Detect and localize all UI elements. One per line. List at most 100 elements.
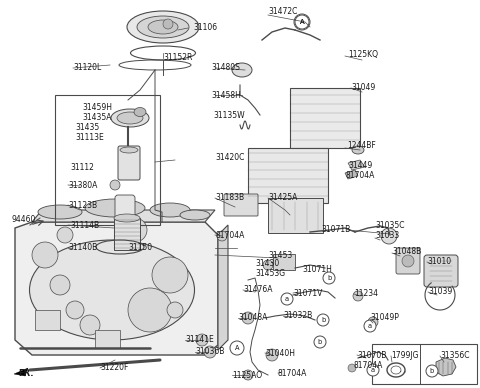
Circle shape xyxy=(230,341,244,355)
Circle shape xyxy=(80,315,100,335)
Text: 94460: 94460 xyxy=(12,215,36,225)
Circle shape xyxy=(128,288,172,332)
Text: 31356C: 31356C xyxy=(440,350,469,360)
Ellipse shape xyxy=(352,146,364,154)
Text: 31039: 31039 xyxy=(428,288,452,296)
Text: 31420C: 31420C xyxy=(215,154,244,163)
Circle shape xyxy=(281,293,293,305)
Ellipse shape xyxy=(137,16,189,38)
Ellipse shape xyxy=(85,199,145,217)
Text: 1125AO: 1125AO xyxy=(232,371,262,379)
Text: 81704A: 81704A xyxy=(354,360,384,369)
Text: 1244BF: 1244BF xyxy=(347,140,376,149)
Polygon shape xyxy=(348,160,365,170)
Text: 31113E: 31113E xyxy=(75,133,104,142)
Text: a: a xyxy=(285,296,289,302)
Bar xyxy=(95,330,120,348)
Circle shape xyxy=(163,19,173,29)
Circle shape xyxy=(314,336,326,348)
Bar xyxy=(55,95,160,225)
Text: 31430: 31430 xyxy=(255,258,279,267)
Text: 31123B: 31123B xyxy=(68,201,97,210)
Circle shape xyxy=(242,312,254,324)
Ellipse shape xyxy=(120,147,138,153)
Circle shape xyxy=(367,364,379,376)
Text: 31070B: 31070B xyxy=(357,350,386,360)
Text: 31380A: 31380A xyxy=(68,180,97,189)
Text: b: b xyxy=(327,275,331,281)
Polygon shape xyxy=(436,358,456,376)
Circle shape xyxy=(123,218,147,242)
Text: b: b xyxy=(321,317,325,323)
Text: A: A xyxy=(300,19,304,25)
FancyBboxPatch shape xyxy=(273,254,295,270)
FancyBboxPatch shape xyxy=(224,194,258,216)
Text: 31458H: 31458H xyxy=(211,90,241,99)
Circle shape xyxy=(295,15,309,29)
Polygon shape xyxy=(345,170,358,179)
Text: FR.: FR. xyxy=(18,369,34,379)
Circle shape xyxy=(57,227,73,243)
Circle shape xyxy=(152,257,188,293)
Text: 31152R: 31152R xyxy=(163,54,192,62)
Text: 31040H: 31040H xyxy=(265,348,295,357)
Text: 31035C: 31035C xyxy=(375,222,405,230)
Ellipse shape xyxy=(232,63,252,77)
Circle shape xyxy=(353,291,363,301)
Ellipse shape xyxy=(38,205,82,219)
Polygon shape xyxy=(218,225,228,350)
Text: 31049P: 31049P xyxy=(370,314,399,322)
Circle shape xyxy=(32,242,58,268)
Circle shape xyxy=(402,255,414,267)
Text: 31049: 31049 xyxy=(351,83,375,92)
Text: 31135W: 31135W xyxy=(213,111,245,120)
Text: b: b xyxy=(318,339,322,345)
Text: 31220F: 31220F xyxy=(100,364,128,372)
Text: b: b xyxy=(430,368,434,374)
Text: 81704A: 81704A xyxy=(215,230,244,239)
FancyBboxPatch shape xyxy=(424,255,458,287)
Bar xyxy=(35,310,60,330)
Ellipse shape xyxy=(117,112,143,124)
Circle shape xyxy=(294,14,310,30)
Circle shape xyxy=(348,364,356,372)
Circle shape xyxy=(66,301,84,319)
Ellipse shape xyxy=(134,107,146,116)
Text: 31120L: 31120L xyxy=(73,64,101,73)
Circle shape xyxy=(381,228,397,244)
Ellipse shape xyxy=(150,203,190,217)
Text: 31435: 31435 xyxy=(75,123,99,132)
Text: 31140B: 31140B xyxy=(68,244,97,253)
Text: 31435A: 31435A xyxy=(82,114,111,123)
Polygon shape xyxy=(14,368,28,376)
Circle shape xyxy=(217,231,227,241)
Text: 31033: 31033 xyxy=(375,232,399,241)
FancyBboxPatch shape xyxy=(114,218,140,250)
Text: 31032B: 31032B xyxy=(283,312,312,320)
Text: 31048B: 31048B xyxy=(392,248,421,256)
Text: 31476A: 31476A xyxy=(243,286,273,294)
Text: 31449: 31449 xyxy=(348,161,372,170)
Text: 31071B: 31071B xyxy=(321,225,350,234)
Text: 81704A: 81704A xyxy=(278,369,307,378)
Text: a: a xyxy=(368,323,372,329)
Text: 31071H: 31071H xyxy=(302,265,332,274)
Ellipse shape xyxy=(148,20,178,34)
FancyBboxPatch shape xyxy=(248,148,328,203)
Text: 31183B: 31183B xyxy=(215,194,244,203)
Text: 1125KQ: 1125KQ xyxy=(348,50,378,59)
Bar xyxy=(372,344,477,384)
Circle shape xyxy=(364,320,376,332)
Text: 31071V: 31071V xyxy=(293,289,323,298)
FancyBboxPatch shape xyxy=(290,88,360,148)
Circle shape xyxy=(266,349,278,361)
Text: 31459H: 31459H xyxy=(82,104,112,113)
Ellipse shape xyxy=(180,210,210,220)
FancyBboxPatch shape xyxy=(118,146,140,180)
Text: 31048A: 31048A xyxy=(238,314,267,322)
FancyBboxPatch shape xyxy=(115,195,135,219)
Text: 31480S: 31480S xyxy=(211,64,240,73)
FancyBboxPatch shape xyxy=(268,198,323,233)
Ellipse shape xyxy=(114,214,140,222)
Text: 31010: 31010 xyxy=(427,258,451,267)
